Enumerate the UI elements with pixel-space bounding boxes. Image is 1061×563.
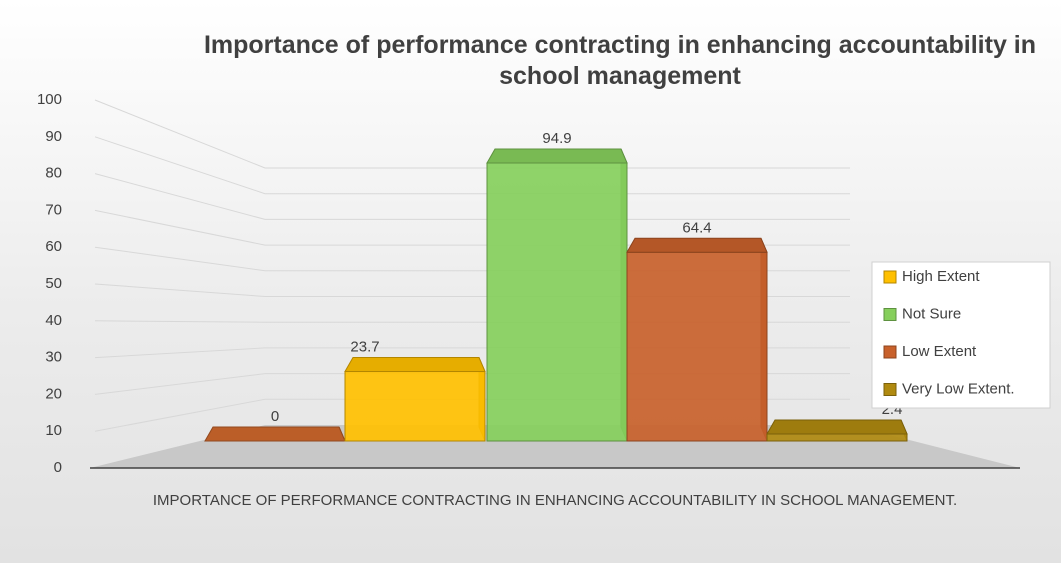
data-label: 0 [271,408,279,425]
bar [626,237,768,442]
y-tick-label: 30 [45,349,62,366]
legend-label: Not Sure [902,305,961,322]
y-tick-label: 80 [45,165,62,182]
bar [204,426,346,442]
grid-line [94,173,850,220]
legend-swatch [883,383,897,396]
grid-line [94,99,850,169]
data-label: 64.4 [682,219,711,236]
grid-line [94,136,850,195]
bar-top [204,426,346,442]
bar-top [766,419,908,435]
bar-top [486,148,628,164]
x-tick-label: IMPORTANCE OF PERFORMANCE CONTRACTING IN… [152,492,958,509]
bar-front [766,433,908,442]
legend-swatch [883,270,897,284]
legend-swatch [883,345,897,359]
bar-front [626,251,768,442]
bar-top [344,357,486,373]
y-tick-label: 90 [45,128,62,145]
bar-top [626,237,768,253]
y-tick-label: 0 [54,459,62,476]
legend-label: Low Extent [902,343,977,360]
data-label: 94.9 [542,130,571,147]
y-tick-label: 50 [45,275,62,292]
bar [766,419,908,442]
y-tick-label: 100 [37,91,62,108]
data-label: 23.7 [350,339,379,356]
bar-front [486,162,628,442]
y-tick-label: 40 [45,312,62,329]
chart-title: Importance of performance contracting in… [203,31,1037,90]
legend-swatch [883,308,897,321]
y-tick-label: 20 [45,385,62,402]
legend-box [871,261,1051,409]
y-tick-label: 70 [45,201,62,218]
legend-label: High Extent [902,268,980,285]
y-tick-label: 10 [45,422,62,439]
y-tick-label: 60 [45,238,62,255]
bar-front [344,371,486,442]
bar [486,148,628,442]
bar [344,357,486,442]
legend-label: Very Low Extent. [902,380,1015,397]
